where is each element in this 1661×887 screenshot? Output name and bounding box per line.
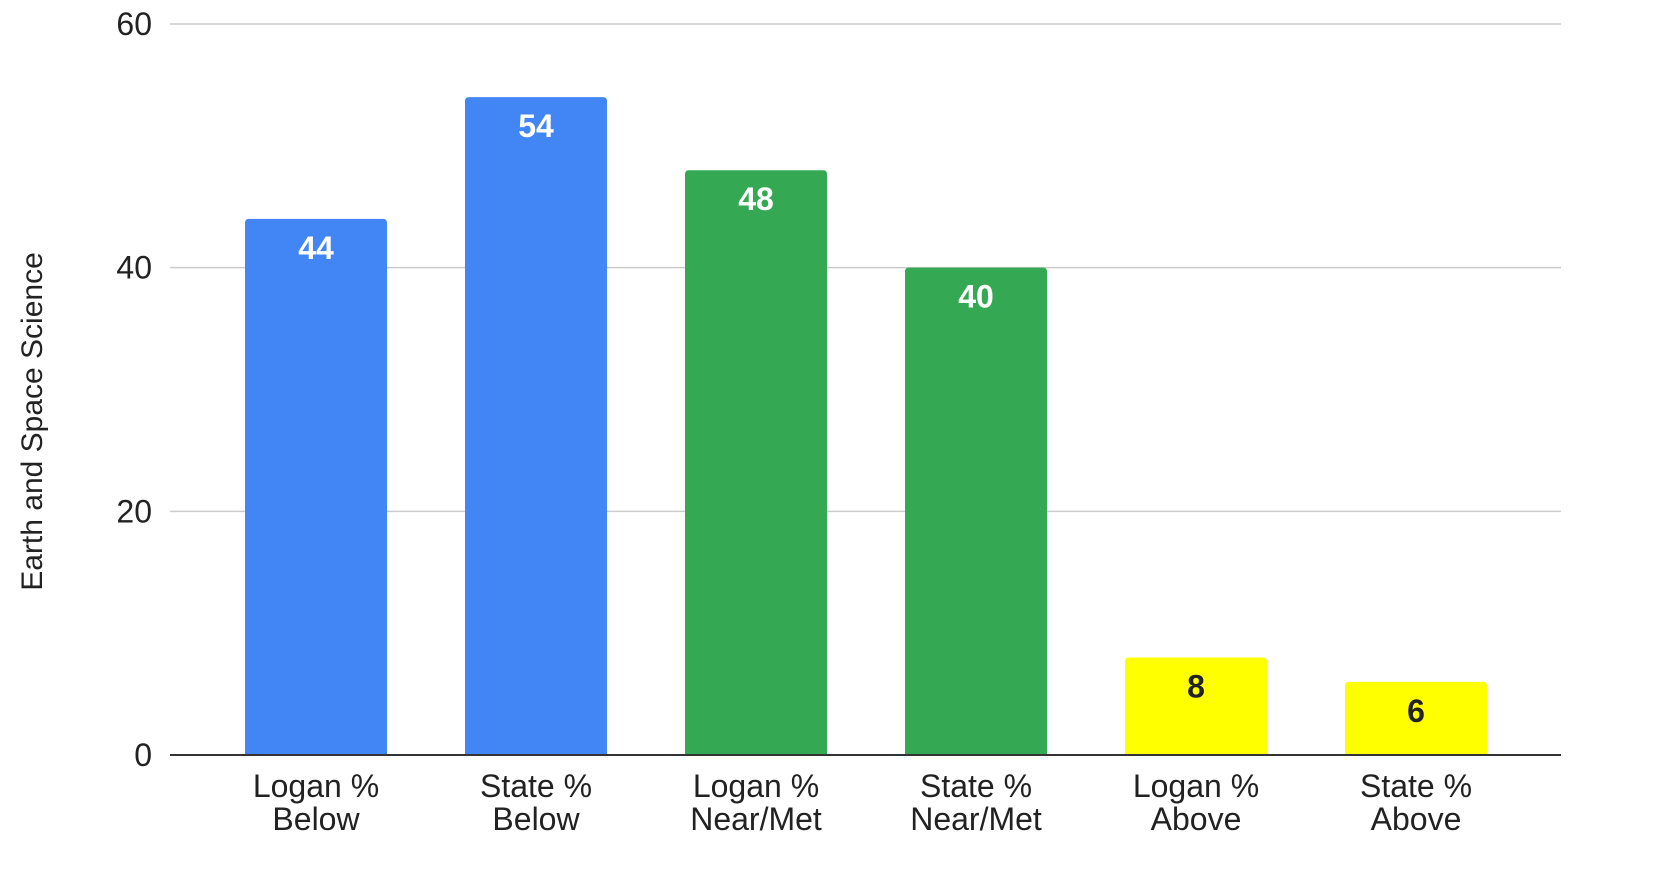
y-axis-ticks: 0 20 40 60 xyxy=(116,6,152,773)
x-category-label: Below xyxy=(492,801,580,837)
bar-value-label: 40 xyxy=(958,279,994,315)
data-labels: 44 54 48 40 8 6 xyxy=(298,108,1425,729)
x-category-label: State % xyxy=(480,768,592,804)
x-category-label: State % xyxy=(1360,768,1472,804)
y-tick-label: 20 xyxy=(116,493,152,529)
y-tick-label: 0 xyxy=(134,737,152,773)
x-category-label: Logan % xyxy=(253,768,379,804)
x-category-label: Above xyxy=(1371,801,1462,837)
bar-value-label: 54 xyxy=(518,108,554,144)
bars xyxy=(245,97,1487,756)
bar-value-label: 6 xyxy=(1407,693,1425,729)
bar-value-label: 44 xyxy=(298,230,334,266)
bar xyxy=(1125,657,1267,755)
x-category-label: Near/Met xyxy=(910,801,1042,837)
bar-value-label: 48 xyxy=(738,181,774,217)
bar xyxy=(465,97,607,756)
x-category-label: Below xyxy=(272,801,360,837)
x-category-label: State % xyxy=(920,768,1032,804)
x-category-label: Near/Met xyxy=(690,801,822,837)
bar-value-label: 8 xyxy=(1187,669,1205,705)
bar xyxy=(685,170,827,755)
bar xyxy=(245,218,387,755)
y-axis-title: Earth and Space Science xyxy=(16,252,49,591)
bar xyxy=(1345,681,1487,755)
gridlines xyxy=(170,23,1561,513)
y-tick-label: 40 xyxy=(116,250,152,286)
bar xyxy=(905,267,1047,755)
y-tick-label: 60 xyxy=(116,6,152,42)
x-category-label: Logan % xyxy=(1133,768,1259,804)
x-category-label: Above xyxy=(1151,801,1242,837)
x-category-label: Logan % xyxy=(693,768,819,804)
